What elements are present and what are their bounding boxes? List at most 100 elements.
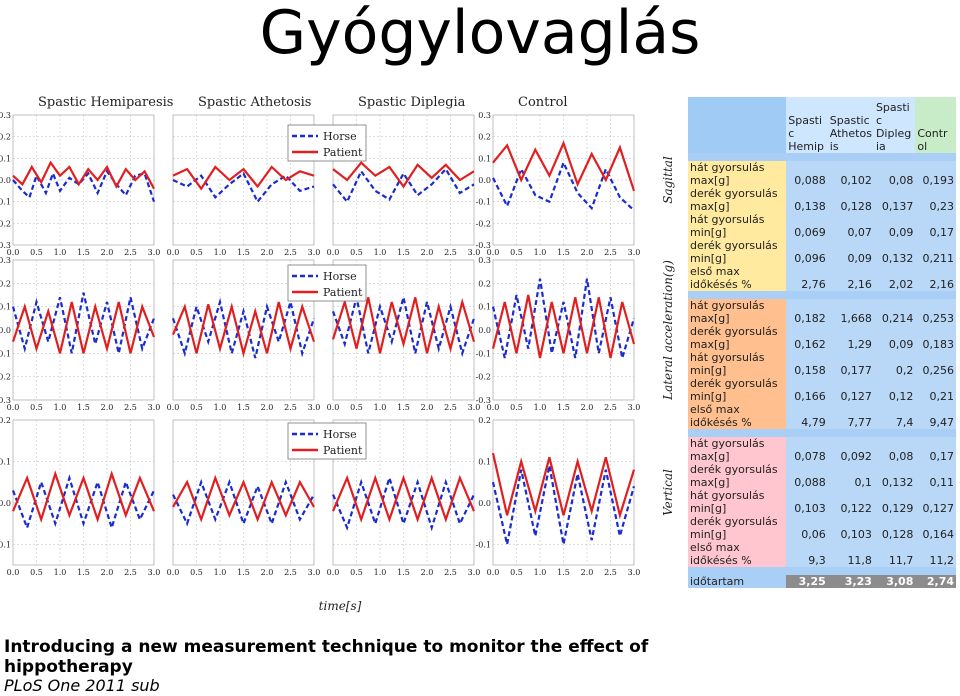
horse-line <box>172 171 315 204</box>
x-tick-label: 3.0 <box>148 248 161 257</box>
x-tick-label: 1.0 <box>54 568 67 577</box>
horse-line <box>492 159 635 212</box>
table-row: derék gyorsulás min[g] 0,166 0,127 0,12 0,21 <box>688 377 956 403</box>
table-cell: 0,127 <box>915 489 956 515</box>
spacer-cell <box>915 567 956 575</box>
table-cell: 0,102 <box>827 161 874 187</box>
table-cell: 0,09 <box>873 213 916 239</box>
table-cell: 0,07 <box>827 213 874 239</box>
patient-line <box>491 452 636 520</box>
x-tick-label: 2.0 <box>581 403 594 412</box>
x-tick-label: 3.0 <box>468 568 481 577</box>
table-cell: 3,23 <box>827 575 874 588</box>
y-tick-label: -0.3 <box>0 241 11 250</box>
x-tick-label: 0.5 <box>30 568 43 577</box>
x-tick-label: 1.0 <box>534 248 547 257</box>
x-tick-label: 1.0 <box>374 403 387 412</box>
y-tick-label: 0.2 <box>0 133 11 142</box>
y-tick-label: -0.2 <box>476 373 491 382</box>
x-tick-label: 1.0 <box>214 403 227 412</box>
x-tick-label: 3.0 <box>148 568 161 577</box>
table-cell: 0,132 <box>873 463 916 489</box>
table-row: derék gyorsulás max[g] 0,138 0,128 0,137 0,2… <box>688 187 956 213</box>
y-tick-label: -0.3 <box>0 396 11 405</box>
table-cell: 1,29 <box>827 325 874 351</box>
y-tick-label: 0.2 <box>478 133 491 142</box>
spacer-cell <box>873 429 916 437</box>
x-tick-label: 1.0 <box>534 403 547 412</box>
table-cell: 0,158 <box>786 351 828 377</box>
table-cell: 0,193 <box>915 161 956 187</box>
y-tick-label: 0.2 <box>478 279 491 288</box>
x-tick-label: 1.5 <box>557 403 570 412</box>
horse-line <box>11 292 156 354</box>
x-tick-label: 0.5 <box>190 568 203 577</box>
x-tick-label: 0.0 <box>167 248 180 257</box>
table-cell: 0,088 <box>786 161 828 187</box>
table-cell: 0,129 <box>873 489 916 515</box>
spacer-cell <box>688 567 787 575</box>
table-cell: 0,127 <box>827 377 874 403</box>
spacer-cell <box>915 429 956 437</box>
patient-line <box>12 160 155 190</box>
x-tick-label: 2.0 <box>421 568 434 577</box>
x-tick-label: 0.5 <box>510 568 523 577</box>
y-tick-label: 0.0 <box>478 499 491 508</box>
table-cell: 0,06 <box>786 515 828 541</box>
table-cell: 11,2 <box>915 541 956 567</box>
group-spacer <box>688 567 956 575</box>
patient-line <box>11 301 156 354</box>
table-cell: 4,79 <box>786 403 828 429</box>
column-header: Contr ol <box>915 97 956 153</box>
row-label: hát gyorsulás min[g] <box>688 351 787 377</box>
table-row: hát gyorsulás max[g] 0,182 1,668 0,214 0,253 <box>688 299 956 325</box>
table-row: hát gyorsulás min[g] 0,158 0,177 0,2 0,256 <box>688 351 956 377</box>
x-tick-label: 1.0 <box>534 568 547 577</box>
x-tick-label: 1.5 <box>557 568 570 577</box>
x-tick-label: 2.5 <box>124 248 137 257</box>
table-cell: 0,214 <box>873 299 916 325</box>
horse-line <box>332 167 475 204</box>
row-label: hát gyorsulás min[g] <box>688 489 787 515</box>
row-label: Vertical <box>661 469 675 516</box>
slide-title: Gyógylovaglás <box>259 0 701 68</box>
table-cell: 0,103 <box>786 489 828 515</box>
x-tick-label: 0.5 <box>510 248 523 257</box>
y-tick-label: 0.1 <box>0 303 11 312</box>
row-label: első max időkésés % <box>688 403 787 429</box>
x-tick-label: 1.0 <box>374 248 387 257</box>
table-cell: 0,17 <box>915 213 956 239</box>
table-row: derék gyorsulás max[g] 0,088 0,1 0,132 0,11 <box>688 463 956 489</box>
table-row: első max időkésés % 4,79 7,77 7,4 9,47 <box>688 403 956 429</box>
table-cell: 0,11 <box>915 463 956 489</box>
patient-line <box>172 165 315 191</box>
row-label: derék gyorsulás min[g] <box>688 239 787 265</box>
y-tick-label: 0.1 <box>478 457 491 466</box>
x-tick-label: 2.0 <box>421 248 434 257</box>
column-header: Spastic Athetos is <box>827 97 874 153</box>
x-tick-label: 2.5 <box>124 403 137 412</box>
x-tick-label: 3.0 <box>308 403 321 412</box>
table-cell: 0,122 <box>827 489 874 515</box>
y-tick-label: 0.0 <box>478 176 491 185</box>
table-cell: 0,138 <box>786 187 828 213</box>
x-tick-label: 2.5 <box>604 248 617 257</box>
patient-line <box>491 294 636 359</box>
x-axis-label: time[s] <box>319 599 362 613</box>
gait-acceleration-figure: Spastic Hemiparesis Spastic Athetosis Spas… <box>0 90 688 618</box>
table-cell: 0,17 <box>915 437 956 463</box>
legend-patient-label: Patient <box>323 444 363 457</box>
spacer-cell <box>827 567 874 575</box>
y-tick-label: 0.3 <box>478 256 491 265</box>
x-tick-label: 0.0 <box>7 248 20 257</box>
table-cell: 11,8 <box>827 541 874 567</box>
x-tick-label: 1.0 <box>54 248 67 257</box>
x-tick-label: 2.0 <box>421 403 434 412</box>
x-tick-label: 0.0 <box>167 403 180 412</box>
horse-line <box>331 474 475 532</box>
y-tick-label: 0.1 <box>0 457 11 466</box>
x-tick-label: 0.5 <box>510 403 523 412</box>
x-tick-label: 1.5 <box>237 403 250 412</box>
row-label: hát gyorsulás max[g] <box>688 437 787 463</box>
x-tick-label: 0.0 <box>487 403 500 412</box>
